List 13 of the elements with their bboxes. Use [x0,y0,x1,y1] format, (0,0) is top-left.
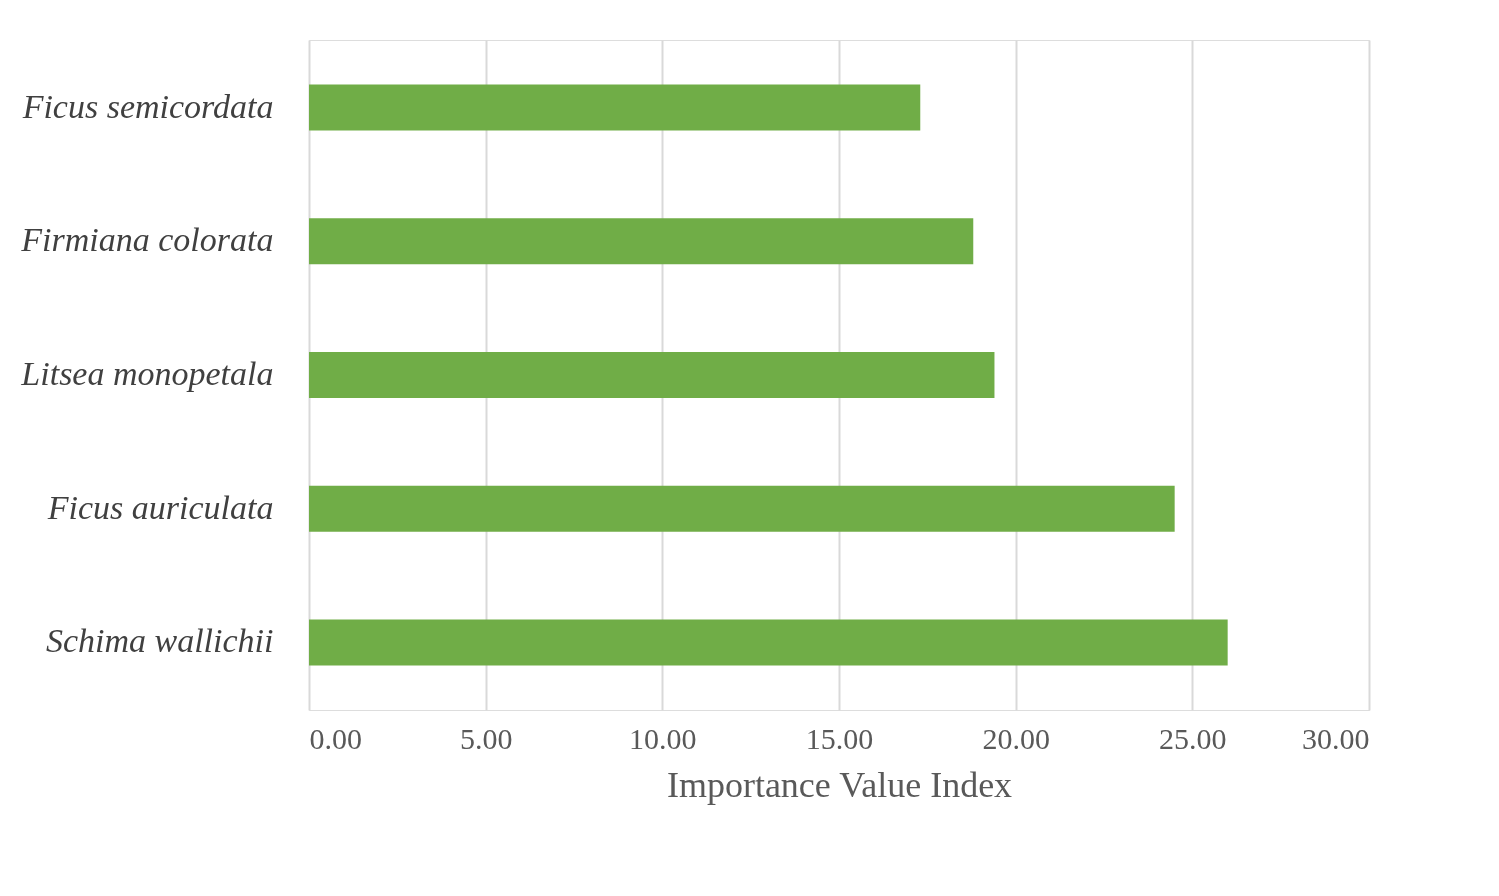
y-tick-label: Firmiana colorata [20,221,274,259]
x-axis-title: Importance Value Index [666,764,1013,805]
x-tick-label: 15.00 [805,721,874,755]
y-tick-label: Ficus semicordata [21,87,274,125]
x-tick-label: 30.00 [1302,721,1370,755]
x-tick-label: 10.00 [629,721,697,755]
x-tick-label: 25.00 [1159,721,1227,755]
x-tick-label: 0.00 [309,721,362,755]
y-tick-label: Litsea monopetala [20,355,274,392]
y-tick-label: Schima wallichii [45,622,274,660]
x-tick-label: 5.00 [459,721,513,755]
x-tick-label: 20.00 [982,721,1050,755]
y-tick-label: Ficus auriculata [46,488,274,526]
